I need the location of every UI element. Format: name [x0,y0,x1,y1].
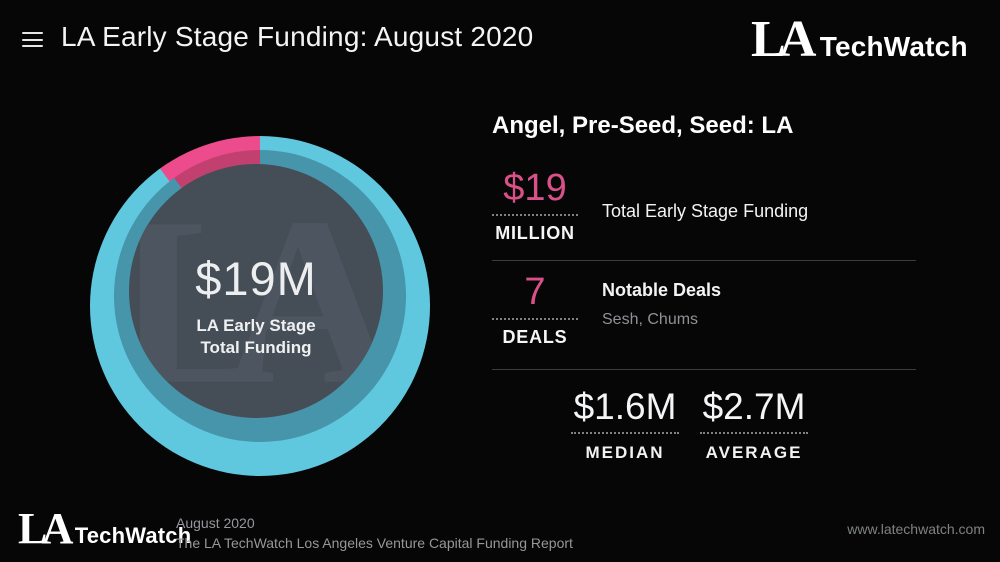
dotted-divider [492,318,578,320]
logo-la-mark: LA [751,11,816,68]
total-funding-value: $19M [195,251,317,305]
footer-report-info: August 2020 The LA TechWatch Los Angeles… [176,513,573,553]
hamburger-menu-icon[interactable] [22,32,43,47]
donut-chart: LA $19M LA Early Stage Total Funding [90,136,430,476]
stat-average: $2.7M AVERAGE [700,386,808,463]
donut-center-text: $19M LA Early Stage Total Funding [129,164,383,418]
donut-center-circle: LA $19M LA Early Stage Total Funding [129,164,383,418]
dotted-divider [700,432,808,434]
stat-median: $1.6M MEDIAN [571,386,679,463]
stat-total-funding-unit: MILLION [495,223,575,243]
stat-total-funding-value: $19 [503,167,567,209]
notable-deals-label: Notable Deals [602,280,722,300]
la-watermark: LA [129,167,383,418]
logo-techwatch-text: TechWatch [819,31,968,62]
stat-average-value: $2.7M [702,386,806,427]
row-divider [492,260,916,261]
footer-date: August 2020 [176,515,255,531]
footer-logo-techwatch-text: TechWatch [74,523,192,548]
dotted-divider [492,214,578,216]
panel-heading: Angel, Pre-Seed, Seed: LA [492,112,794,139]
dotted-divider [571,432,679,434]
page-title: LA Early Stage Funding: August 2020 [61,21,534,52]
footer-logo-la-mark: LA [18,504,73,553]
footer-report-title: The LA TechWatch Los Angeles Venture Cap… [176,535,573,551]
stat-deals-unit: DEALS [502,327,568,347]
stat-median-value: $1.6M [573,386,677,427]
footer-website-link[interactable]: www.latechwatch.com [847,521,985,537]
row-divider [492,369,916,370]
stat-total-funding: $19 MILLION [492,166,578,244]
notable-deals-companies: Sesh, Chums [602,311,699,328]
stat-deals-value: 7 [524,271,546,313]
latechwatch-logo: LA TechWatch [751,14,968,66]
total-funding-label: LA Early Stage Total Funding [196,315,316,357]
stat-total-funding-label: Total Early Stage Funding [602,201,809,221]
footer-logo: LA TechWatch [18,506,191,552]
stat-deals: 7 DEALS [492,270,578,348]
stat-median-label: MEDIAN [585,443,665,462]
stat-average-label: AVERAGE [705,443,803,462]
